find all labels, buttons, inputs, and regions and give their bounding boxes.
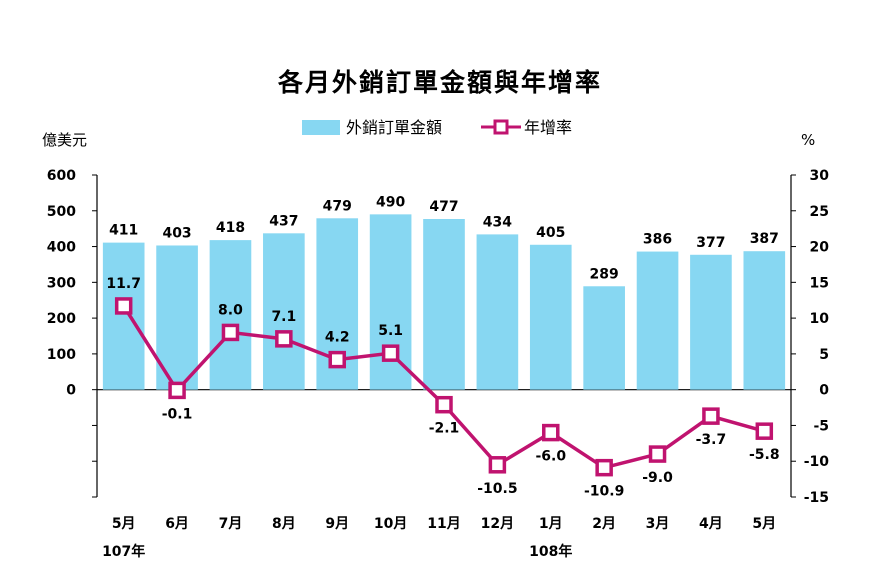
x-tick-label: 9月	[325, 516, 349, 532]
left-tick-label: 200	[47, 311, 76, 327]
bar-series	[102, 214, 786, 390]
bar	[263, 233, 305, 390]
x-tick-label: 5月	[112, 516, 136, 532]
bar-value-label: 434	[483, 214, 512, 230]
line-value-label: -6.0	[535, 449, 566, 465]
line-series	[114, 297, 774, 477]
right-tick-label: 0	[819, 383, 829, 399]
bar	[583, 286, 625, 390]
line-value-label: 8.0	[218, 302, 243, 318]
right-tick-label: 20	[810, 240, 830, 256]
right-tick-label: 15	[810, 275, 829, 291]
bar	[743, 251, 786, 390]
x-tick-label: 6月	[165, 516, 189, 532]
line-value-label: 11.7	[106, 276, 141, 292]
x-tick-label: 1月	[539, 516, 563, 532]
left-tick-label: 600	[47, 168, 76, 184]
bar-value-label: 403	[162, 225, 191, 241]
left-tick-label: 300	[47, 275, 76, 291]
x-tick-label: 12月	[481, 516, 514, 532]
line-value-label: -3.7	[696, 432, 727, 448]
line-value-label: -0.1	[162, 406, 193, 422]
right-tick-label: -15	[804, 490, 829, 506]
x-tick-label: 2月	[592, 516, 616, 532]
right-tick-label: 5	[819, 347, 829, 363]
bar	[369, 214, 412, 390]
left-axis-unit: 億美元	[42, 131, 87, 149]
x-tick-label: 7月	[219, 516, 243, 532]
bar-value-label: 289	[590, 266, 619, 282]
bar-value-label: 377	[696, 235, 725, 251]
bar	[423, 219, 465, 390]
right-tick-label: 25	[810, 204, 829, 220]
line-marker	[114, 297, 133, 315]
bar-value-label: 386	[643, 232, 672, 248]
bar-value-labels: 411 403 418 437 479 490 477 434 405 289 386 377 387	[109, 194, 779, 282]
right-axis-unit: %	[801, 131, 815, 149]
line-value-label: -5.8	[749, 447, 780, 463]
bar	[476, 234, 519, 390]
bar-value-label: 387	[750, 231, 779, 247]
line-value-label: -10.9	[584, 484, 624, 500]
bar	[690, 254, 732, 390]
line-marker	[275, 330, 293, 348]
x-tick-label: 5月	[752, 516, 776, 532]
right-tick-label: 10	[810, 311, 830, 327]
line-marker	[221, 323, 240, 342]
legend: 外銷訂單金額 年增率	[302, 118, 572, 137]
legend-bar-swatch	[302, 120, 340, 135]
left-tick-label: 400	[47, 240, 76, 256]
bar	[636, 251, 679, 390]
year-label: 108年	[529, 543, 572, 560]
line-value-label: 5.1	[378, 323, 403, 339]
line-value-label: 7.1	[271, 309, 296, 325]
line-value-label: -2.1	[429, 421, 460, 437]
bar-value-label: 490	[376, 194, 405, 210]
line-marker	[168, 381, 186, 400]
line-marker	[648, 445, 667, 463]
chart-title: 各月外銷訂單金額與年增率	[277, 68, 602, 97]
line-value-label: 4.2	[325, 330, 350, 346]
x-tick-label: 4月	[699, 516, 723, 532]
bar-value-label: 405	[536, 225, 565, 241]
right-tick-label: -5	[813, 418, 829, 434]
bar-value-label: 437	[269, 213, 298, 229]
x-tick-label: 10月	[374, 516, 407, 532]
line-value-labels: 11.7 -0.1 8.0 7.1 4.2 5.1 -2.1 -10.5 -6.0 -10.9 -9…	[106, 276, 779, 500]
line-marker	[755, 422, 774, 440]
bar-value-label: 418	[216, 220, 245, 236]
bar-value-label: 411	[109, 223, 138, 239]
left-tick-label: 100	[47, 347, 76, 363]
left-tick-label: 500	[47, 204, 76, 220]
legend-line-marker	[493, 119, 509, 135]
x-tick-labels: 5月 6月 7月 8月 9月 10月 11月 12月 1月 2月 3月 4月 5月 107年 108年	[102, 516, 776, 560]
x-tick-label: 3月	[646, 516, 670, 532]
year-label: 107年	[102, 543, 145, 560]
line-marker	[435, 395, 453, 414]
left-tick-label: 0	[66, 383, 76, 399]
line-marker	[595, 458, 613, 477]
line-value-label: -10.5	[477, 481, 517, 497]
bar-value-label: 479	[323, 198, 352, 214]
line-marker	[488, 456, 507, 474]
x-tick-label: 8月	[272, 516, 296, 532]
legend-bar-label: 外銷訂單金額	[346, 118, 442, 137]
line-marker	[381, 344, 400, 362]
bar	[209, 240, 252, 390]
bar	[102, 242, 145, 390]
right-tick-label: -10	[804, 454, 830, 470]
line-marker	[328, 350, 346, 369]
x-tick-label: 11月	[427, 516, 460, 532]
right-tick-label: 30	[810, 168, 830, 184]
bar-value-label: 477	[429, 199, 458, 215]
legend-line-label: 年增率	[524, 118, 572, 137]
line-marker	[542, 423, 560, 442]
line-value-label: -9.0	[642, 470, 673, 486]
bar	[529, 244, 572, 390]
line-marker	[702, 407, 720, 425]
